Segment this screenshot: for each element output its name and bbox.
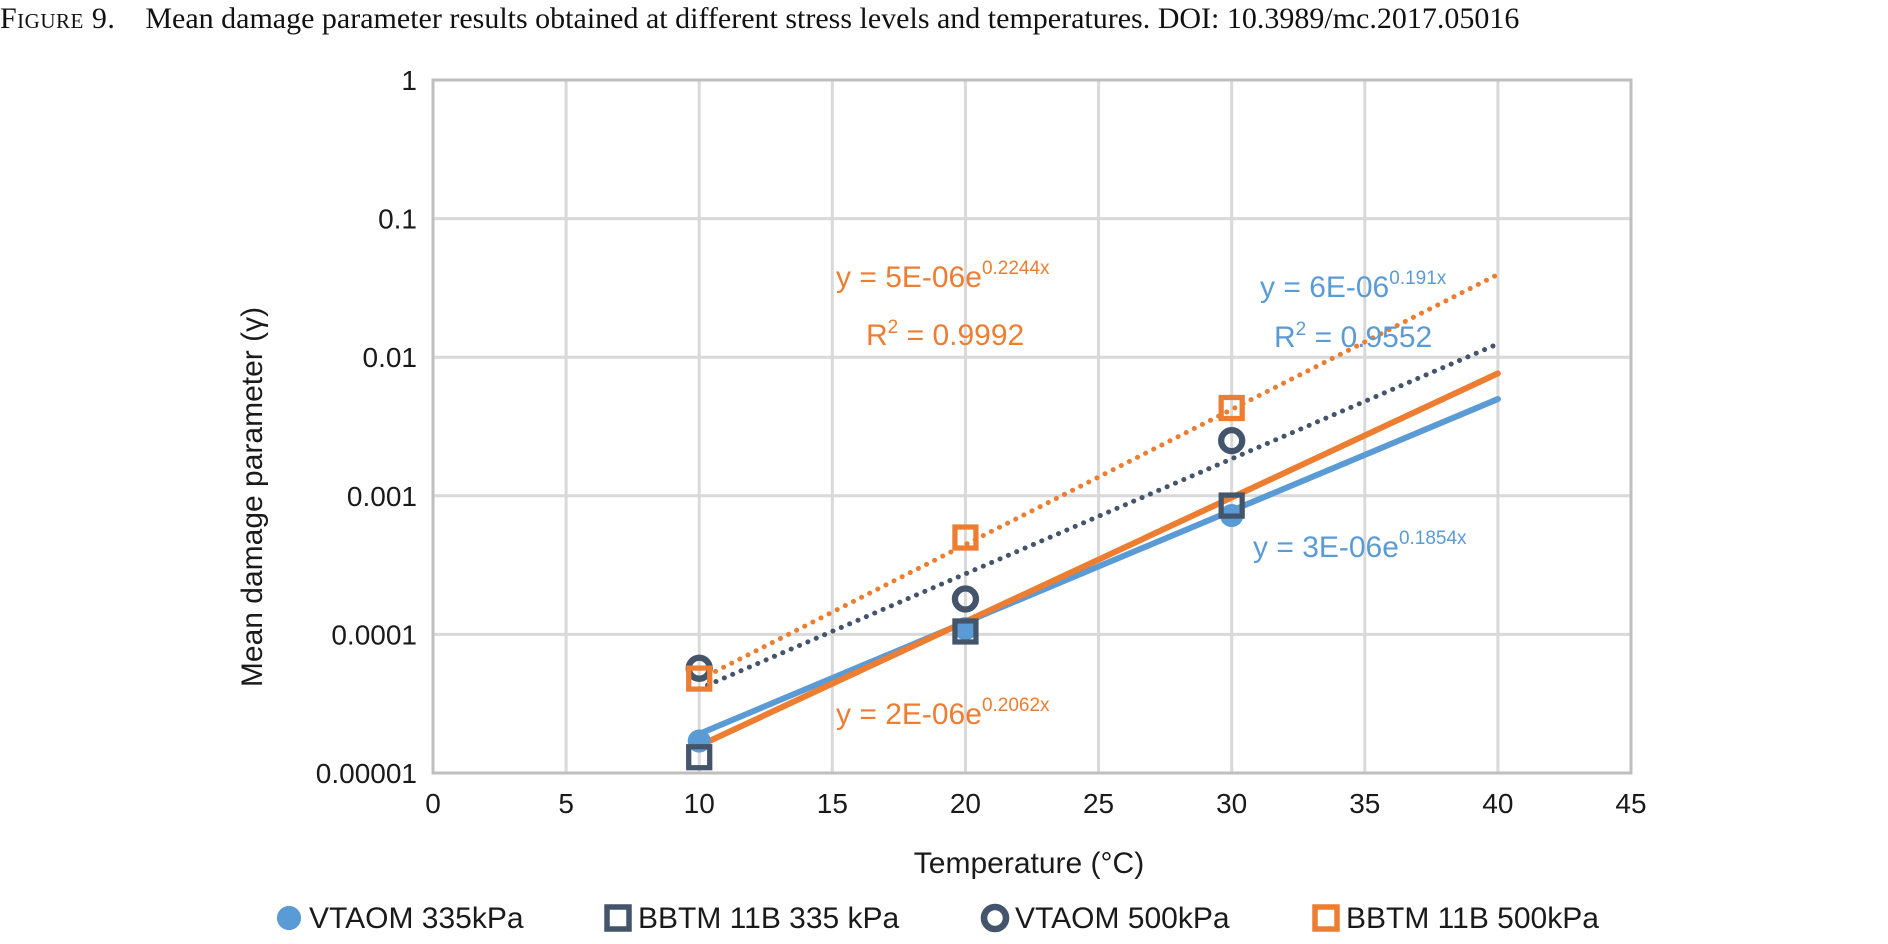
trendline-equation: y = 2E-06e0.2062x	[836, 695, 1050, 731]
y-tick-label: 1	[401, 65, 417, 96]
x-tick-labels: 0 5 10 15 20 25 30 35 40 45	[425, 788, 1646, 819]
chart-legend: VTAOM 335kPa BBTM 11B 335 kPa VTAOM 500kPa…	[276, 902, 1599, 935]
figure-label: Figure 9.	[0, 2, 116, 35]
data-point	[952, 618, 979, 645]
x-tick-label: 0	[425, 788, 441, 819]
data-point	[686, 744, 713, 771]
trendline-equation: y = 5E-06e0.2244x	[836, 258, 1050, 294]
y-axis-title: Mean damage parameter (γ)	[236, 307, 269, 687]
grid-lines	[431, 78, 1633, 775]
data-point	[1218, 492, 1245, 519]
x-tick-label: 40	[1482, 788, 1513, 819]
legend-marker	[1312, 904, 1340, 932]
plot-border	[431, 78, 1633, 775]
trendline-bbtm-11b-335-kpa	[696, 370, 1501, 749]
x-tick-label: 30	[1216, 788, 1247, 819]
trendlines	[696, 271, 1501, 749]
x-tick-label: 45	[1615, 788, 1646, 819]
x-axis-title: Temperature (°C)	[914, 847, 1144, 880]
legend-label: BBTM 11B 500kPa	[1346, 902, 1599, 935]
y-tick-labels: 0.00001 0.0001 0.001 0.01 0.1 1	[316, 65, 417, 789]
trendline-equation: y = 3E-06e0.1854x	[1253, 528, 1467, 564]
trendline-vtaom-500kpa	[696, 341, 1501, 692]
x-tick-label: 15	[817, 788, 848, 819]
x-tick-label: 35	[1349, 788, 1380, 819]
trendline-bbtm-11b-500kpa	[696, 271, 1501, 683]
trendline-equation: R2 = 0.9552	[1274, 319, 1432, 354]
trendline-equations: y = 5E-06e0.2244x R2 = 0.9992 y = 6E-060.1…	[836, 258, 1467, 731]
y-tick-label: 0.001	[347, 481, 417, 512]
trendline-vtaom-335kpa	[696, 396, 1501, 737]
data-points	[685, 394, 1246, 771]
x-tick-label: 25	[1083, 788, 1114, 819]
data-point	[686, 665, 713, 692]
legend-label: VTAOM 335kPa	[309, 902, 524, 935]
legend-marker	[276, 905, 302, 931]
y-tick-label: 0.0001	[331, 619, 417, 650]
legend-label: BBTM 11B 335 kPa	[638, 902, 900, 935]
y-tick-label: 0.01	[363, 342, 418, 373]
data-point	[1218, 394, 1245, 422]
x-tick-label: 20	[950, 788, 981, 819]
x-tick-label: 10	[684, 788, 715, 819]
figure-caption: Figure 9. Mean damage parameter results o…	[0, 2, 1888, 42]
data-point	[1218, 426, 1246, 455]
legend-marker	[980, 903, 1010, 933]
y-tick-label: 0.1	[378, 204, 417, 235]
data-point	[951, 585, 980, 613]
legend-label: VTAOM 500kPa	[1015, 902, 1230, 935]
legend-marker	[604, 904, 632, 932]
y-tick-label: 0.00001	[316, 758, 417, 789]
data-point	[952, 524, 979, 551]
trendline-equation: y = 6E-060.191x	[1260, 268, 1447, 304]
x-tick-label: 5	[558, 788, 574, 819]
trendline-equation: R2 = 0.9992	[866, 317, 1024, 352]
figure-caption-text: Mean damage parameter results obtained a…	[145, 2, 1520, 35]
